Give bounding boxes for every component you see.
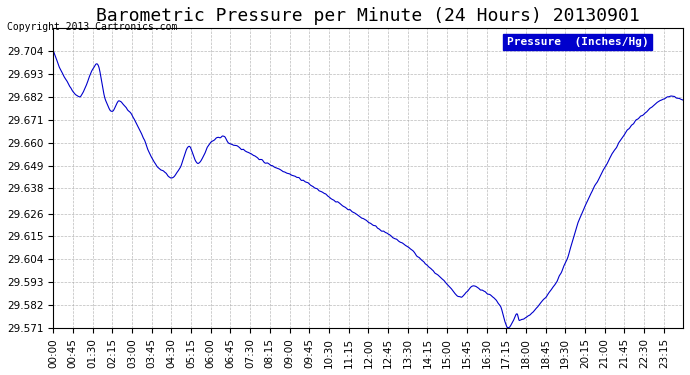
Text: Pressure  (Inches/Hg): Pressure (Inches/Hg) (506, 37, 649, 47)
Text: Copyright 2013 Cartronics.com: Copyright 2013 Cartronics.com (7, 22, 177, 32)
Title: Barometric Pressure per Minute (24 Hours) 20130901: Barometric Pressure per Minute (24 Hours… (96, 7, 640, 25)
